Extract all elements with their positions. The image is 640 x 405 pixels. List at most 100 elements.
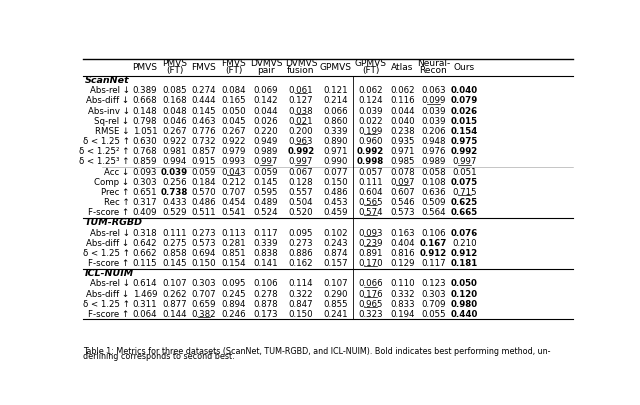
Text: 0.546: 0.546: [390, 198, 415, 207]
Text: 0.858: 0.858: [162, 249, 187, 258]
Text: 0.275: 0.275: [162, 239, 187, 248]
Text: Ours: Ours: [454, 63, 475, 72]
Text: 0.651: 0.651: [132, 188, 157, 197]
Text: 0.015: 0.015: [451, 117, 478, 126]
Text: Neural-: Neural-: [417, 59, 450, 68]
Text: 0.303: 0.303: [421, 290, 445, 298]
Text: 0.990: 0.990: [324, 158, 348, 166]
Text: 1.469: 1.469: [133, 290, 157, 298]
Text: 0.022: 0.022: [358, 117, 383, 126]
Text: 0.154: 0.154: [451, 127, 478, 136]
Text: 0.971: 0.971: [390, 147, 415, 156]
Text: 0.857: 0.857: [192, 147, 216, 156]
Text: 0.129: 0.129: [390, 259, 415, 268]
Text: 0.440: 0.440: [451, 310, 478, 319]
Text: 0.707: 0.707: [221, 188, 246, 197]
Text: 0.044: 0.044: [253, 107, 278, 115]
Text: δ < 1.25 ↑: δ < 1.25 ↑: [83, 249, 129, 258]
Text: 0.890: 0.890: [323, 137, 348, 146]
Text: 0.486: 0.486: [192, 198, 216, 207]
Text: PMVS: PMVS: [132, 63, 157, 72]
Text: 0.992: 0.992: [451, 147, 478, 156]
Text: 0.949: 0.949: [254, 137, 278, 146]
Text: 0.039: 0.039: [421, 117, 445, 126]
Text: 0.989: 0.989: [421, 158, 445, 166]
Text: 0.573: 0.573: [390, 208, 415, 217]
Text: 0.267: 0.267: [162, 127, 187, 136]
Text: 0.148: 0.148: [132, 107, 157, 115]
Text: 0.339: 0.339: [323, 127, 348, 136]
Text: δ < 1.25² ↑: δ < 1.25² ↑: [79, 147, 129, 156]
Text: 0.912: 0.912: [451, 249, 478, 258]
Text: 0.093: 0.093: [133, 168, 157, 177]
Text: 0.993: 0.993: [221, 158, 246, 166]
Text: TUM-RGBD: TUM-RGBD: [84, 218, 143, 228]
Text: 0.084: 0.084: [221, 86, 246, 95]
Text: 0.642: 0.642: [132, 239, 157, 248]
Text: 0.167: 0.167: [420, 239, 447, 248]
Text: 0.121: 0.121: [323, 86, 348, 95]
Text: 0.157: 0.157: [323, 259, 348, 268]
Text: 0.489: 0.489: [253, 198, 278, 207]
Text: 0.453: 0.453: [323, 198, 348, 207]
Text: 0.150: 0.150: [192, 259, 216, 268]
Text: 0.107: 0.107: [323, 279, 348, 288]
Text: 0.573: 0.573: [192, 239, 216, 248]
Text: 0.935: 0.935: [390, 137, 415, 146]
Text: 0.058: 0.058: [421, 168, 445, 177]
Text: 0.859: 0.859: [133, 158, 157, 166]
Text: Abs-rel ↓: Abs-rel ↓: [90, 228, 129, 238]
Text: Abs-diff ↓: Abs-diff ↓: [86, 290, 129, 298]
Text: 0.541: 0.541: [221, 208, 246, 217]
Text: 0.026: 0.026: [253, 117, 278, 126]
Text: 0.980: 0.980: [451, 300, 478, 309]
Text: 0.668: 0.668: [132, 96, 157, 105]
Text: 0.574: 0.574: [358, 208, 383, 217]
Text: 0.075: 0.075: [451, 178, 478, 187]
Text: 0.278: 0.278: [253, 290, 278, 298]
Text: 0.120: 0.120: [451, 290, 478, 298]
Text: 0.076: 0.076: [451, 228, 478, 238]
Text: 0.245: 0.245: [221, 290, 246, 298]
Text: 0.915: 0.915: [192, 158, 216, 166]
Text: 0.212: 0.212: [221, 178, 246, 187]
Text: FMVS: FMVS: [191, 63, 216, 72]
Text: 0.912: 0.912: [420, 249, 447, 258]
Text: 0.117: 0.117: [421, 259, 445, 268]
Text: 0.894: 0.894: [221, 300, 246, 309]
Text: 0.511: 0.511: [192, 208, 216, 217]
Text: 0.173: 0.173: [253, 310, 278, 319]
Text: 0.504: 0.504: [289, 198, 313, 207]
Text: 0.509: 0.509: [421, 198, 445, 207]
Text: 0.976: 0.976: [421, 147, 445, 156]
Text: 0.150: 0.150: [323, 178, 348, 187]
Text: (FT): (FT): [166, 66, 183, 75]
Text: 0.050: 0.050: [451, 279, 478, 288]
Text: 0.960: 0.960: [358, 137, 383, 146]
Text: 0.311: 0.311: [132, 300, 157, 309]
Text: 0.520: 0.520: [289, 208, 313, 217]
Text: 0.975: 0.975: [451, 137, 478, 146]
Text: 0.050: 0.050: [221, 107, 246, 115]
Text: 0.979: 0.979: [221, 147, 246, 156]
Text: 0.150: 0.150: [289, 310, 313, 319]
Text: 0.798: 0.798: [133, 117, 157, 126]
Text: 0.570: 0.570: [192, 188, 216, 197]
Text: 0.145: 0.145: [162, 259, 187, 268]
Text: GPMVS: GPMVS: [355, 59, 387, 68]
Text: 0.922: 0.922: [221, 137, 246, 146]
Text: 0.114: 0.114: [289, 279, 313, 288]
Text: 0.557: 0.557: [289, 188, 313, 197]
Text: 0.181: 0.181: [451, 259, 478, 268]
Text: 0.838: 0.838: [253, 249, 278, 258]
Text: 0.874: 0.874: [323, 249, 348, 258]
Text: 0.110: 0.110: [390, 279, 415, 288]
Text: 0.113: 0.113: [221, 228, 246, 238]
Text: Sq-rel ↓: Sq-rel ↓: [95, 117, 129, 126]
Text: 0.382: 0.382: [192, 310, 216, 319]
Text: Prec ↑: Prec ↑: [101, 188, 129, 197]
Text: 0.045: 0.045: [221, 117, 246, 126]
Text: ICL-NUIM: ICL-NUIM: [84, 269, 134, 278]
Text: 0.303: 0.303: [132, 178, 157, 187]
Text: 0.433: 0.433: [162, 198, 187, 207]
